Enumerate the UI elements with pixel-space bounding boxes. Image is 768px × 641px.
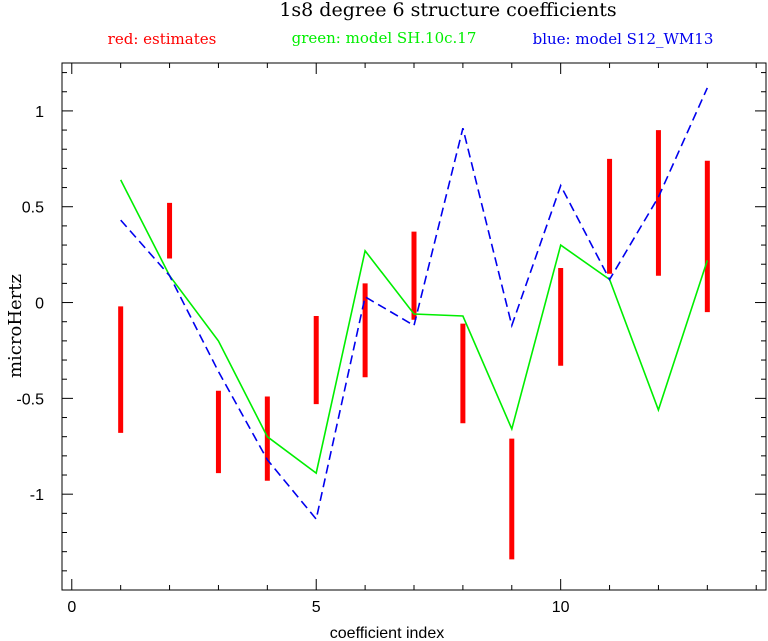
- y-tick-label: 0.5: [22, 200, 44, 217]
- tick-labels: 0 5 10 -1 -0.5 0 0.5 1: [16, 104, 569, 616]
- series-line-sh10c17: [119, 179, 709, 475]
- x-tick-label: 5: [312, 599, 321, 616]
- chart-title: 1s8 degree 6 structure coefficients: [279, 0, 616, 21]
- x-tick-label: 10: [552, 599, 570, 616]
- axis-ticks: [62, 63, 766, 590]
- x-tick-label: 0: [67, 599, 76, 616]
- y-axis-label: microHertz: [5, 274, 26, 378]
- estimate-bars: [118, 130, 710, 560]
- y-tick-label: -0.5: [16, 391, 44, 408]
- legend-model-sh10c17: green: model SH.10c.17: [292, 29, 477, 47]
- y-tick-label: 0: [35, 296, 44, 313]
- y-tick-label: -1: [30, 487, 44, 504]
- model-series: [119, 87, 709, 521]
- series-line-s12wm13: [120, 87, 709, 521]
- x-axis-label: coefficient index: [330, 625, 444, 641]
- legend-model-s12wm13: blue: model S12_WM13: [533, 30, 714, 48]
- y-tick-label: 1: [35, 104, 44, 121]
- legend-estimates: red: estimates: [108, 30, 217, 48]
